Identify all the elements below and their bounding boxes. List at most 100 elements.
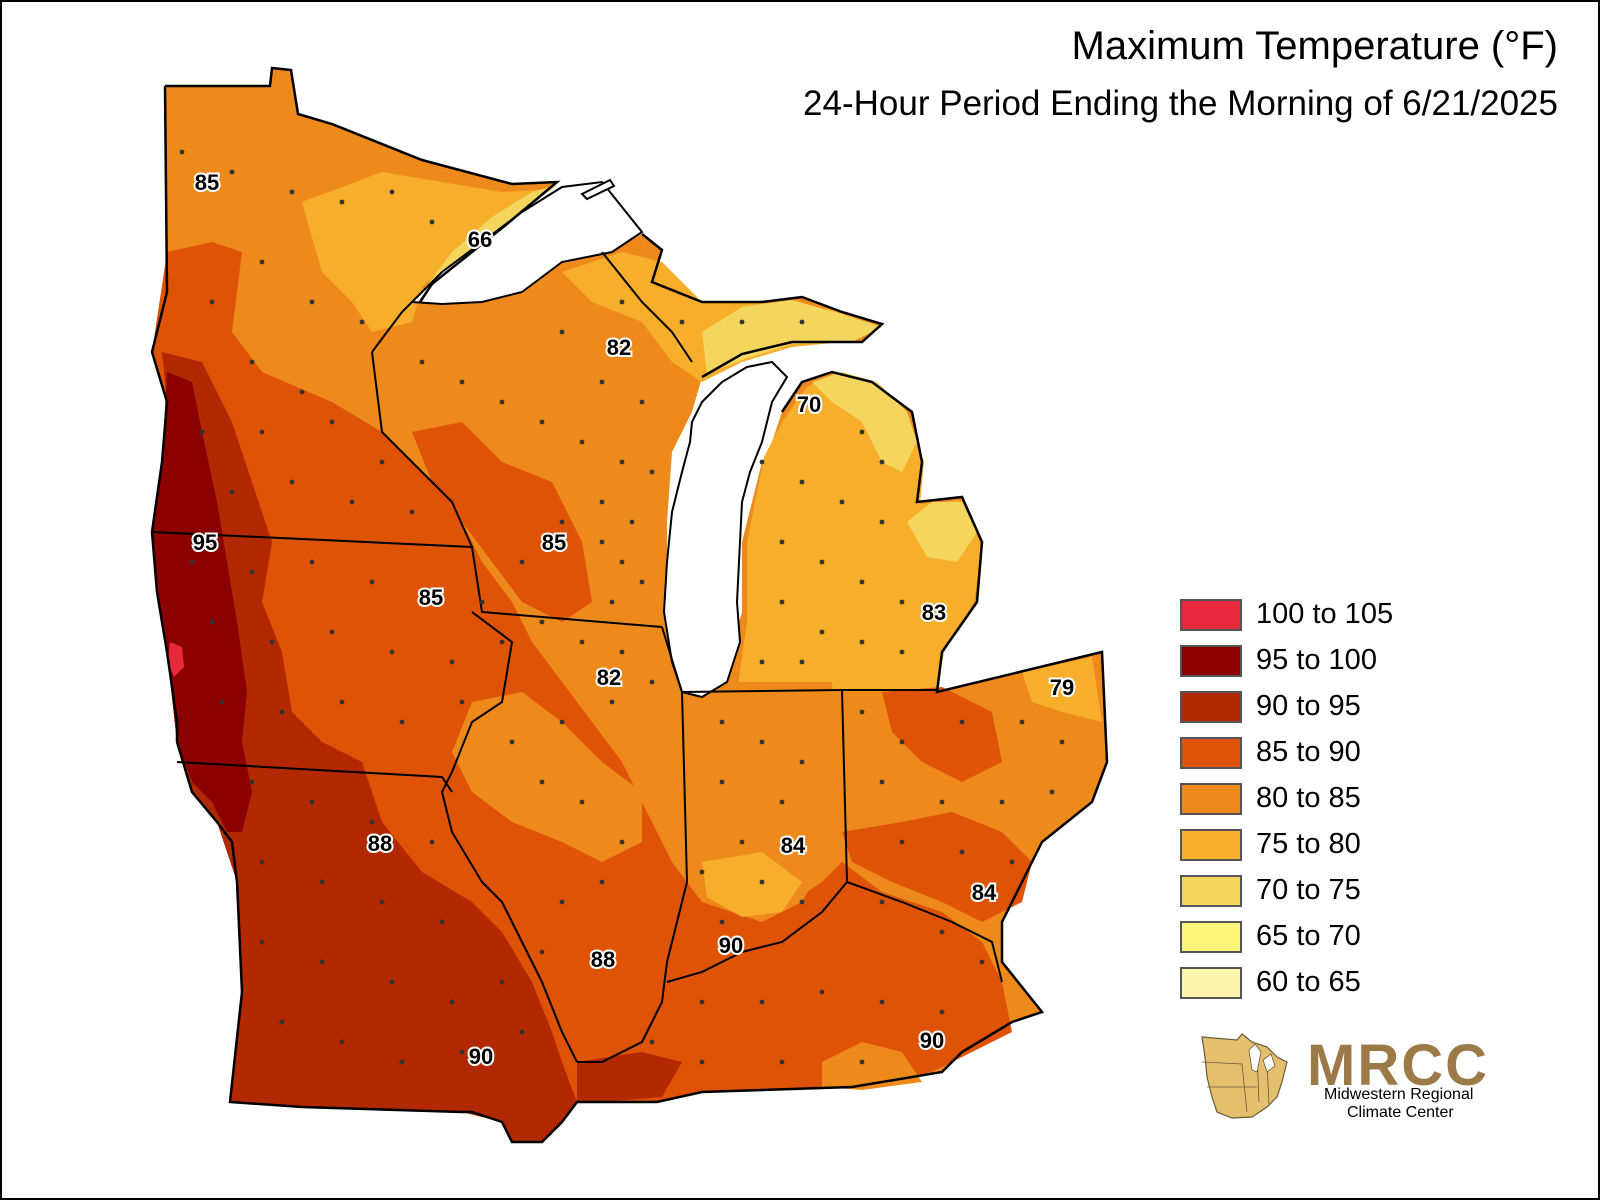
station-dot [299, 389, 305, 395]
station-dot [179, 149, 185, 155]
value-label: 66 [468, 227, 492, 252]
station-dot [1049, 789, 1055, 795]
value-label: 84 [781, 833, 806, 858]
station-dot [819, 629, 825, 635]
station-dot [519, 1029, 525, 1035]
station-dot [539, 949, 545, 955]
station-dot [229, 489, 235, 495]
station-dot [879, 519, 885, 525]
station-dot [559, 899, 565, 905]
station-dot [339, 1039, 345, 1045]
zone-85-90-ohio-south [842, 812, 1032, 922]
station-dot [499, 399, 505, 405]
station-dot [449, 659, 455, 665]
legend-label: 85 to 90 [1256, 736, 1361, 768]
legend-swatch [1180, 737, 1242, 769]
value-label: 88 [591, 947, 615, 972]
station-dot [759, 659, 765, 665]
station-dot [349, 499, 355, 505]
zone-75-80-minnesota [302, 172, 542, 332]
logo-subtitle-line1: Midwestern Regional [1324, 1086, 1474, 1103]
zone-90-95-bootheel [577, 1052, 682, 1102]
value-labels: 85 66 82 70 95 85 85 83 82 79 88 84 84 9… [191, 168, 1076, 1071]
map-title: Maximum Temperature (°F) [1071, 24, 1558, 68]
zone-90-95-west [152, 352, 577, 1142]
station-dot [279, 709, 285, 715]
station-dot [389, 979, 395, 985]
station-dot [859, 429, 865, 435]
value-label: 70 [797, 392, 821, 417]
station-dot [289, 479, 295, 485]
station-dot [249, 359, 255, 365]
station-dot [739, 319, 745, 325]
station-dot [509, 739, 515, 745]
station-dot [799, 759, 805, 765]
legend-swatch [1180, 645, 1242, 677]
station-dot [399, 719, 405, 725]
legend-swatch [1180, 875, 1242, 907]
station-dot [419, 359, 425, 365]
value-label: 84 [972, 880, 997, 905]
zone-85-90-ohio-nw [882, 687, 1002, 782]
station-dot [879, 779, 885, 785]
station-dot [1059, 739, 1065, 745]
station-dot [799, 899, 805, 905]
station-dot [879, 899, 885, 905]
station-dot [259, 429, 265, 435]
legend-label: 100 to 105 [1256, 598, 1394, 630]
station-dot [999, 799, 1005, 805]
legend-label: 80 to 85 [1256, 782, 1361, 814]
station-dot [459, 1049, 465, 1055]
legend-label: 75 to 80 [1256, 828, 1361, 860]
station-dot [369, 819, 375, 825]
station-dot [859, 1059, 865, 1065]
value-label: 90 [469, 1044, 493, 1069]
station-dot [739, 839, 745, 845]
station-dot [379, 459, 385, 465]
station-dot [629, 519, 635, 525]
value-label: 85 [419, 585, 443, 610]
station-dot [429, 599, 435, 605]
station-dot [599, 879, 605, 885]
station-dot [649, 1039, 655, 1045]
zone-75-80-indiana [702, 852, 802, 917]
legend-swatch [1180, 783, 1242, 815]
station-dot [609, 699, 615, 705]
station-dot [559, 519, 565, 525]
station-dot [189, 559, 195, 565]
station-dot [859, 709, 865, 715]
station-dot [879, 459, 885, 465]
station-dot [279, 1019, 285, 1025]
region-outline [150, 66, 1109, 1144]
legend-swatch [1180, 967, 1242, 999]
station-dot [579, 639, 585, 645]
station-dot [289, 189, 295, 195]
station-dot [799, 659, 805, 665]
zone-70-75-thumb [907, 502, 977, 562]
zone-75-80-michigan [737, 372, 982, 692]
value-label: 90 [920, 1028, 944, 1053]
station-dot [539, 419, 545, 425]
station-dot [939, 929, 945, 935]
zone-80-85-illinois [452, 692, 642, 862]
station-dot [619, 559, 625, 565]
station-dot [649, 679, 655, 685]
station-dot [899, 599, 905, 605]
legend-label: 70 to 75 [1256, 874, 1361, 906]
station-dot [839, 499, 845, 505]
station-dot [379, 899, 385, 905]
station-dot [429, 839, 435, 845]
zone-80-85-kentucky [822, 1042, 922, 1090]
station-dot [409, 509, 415, 515]
station-dot [859, 639, 865, 645]
station-dot [799, 319, 805, 325]
station-dot [619, 299, 625, 305]
station-dot [639, 399, 645, 405]
station-dot [329, 419, 335, 425]
station-dot [309, 799, 315, 805]
station-dot [449, 999, 455, 1005]
station-dot [859, 579, 865, 585]
station-dot [439, 919, 445, 925]
value-label: 82 [607, 335, 631, 360]
